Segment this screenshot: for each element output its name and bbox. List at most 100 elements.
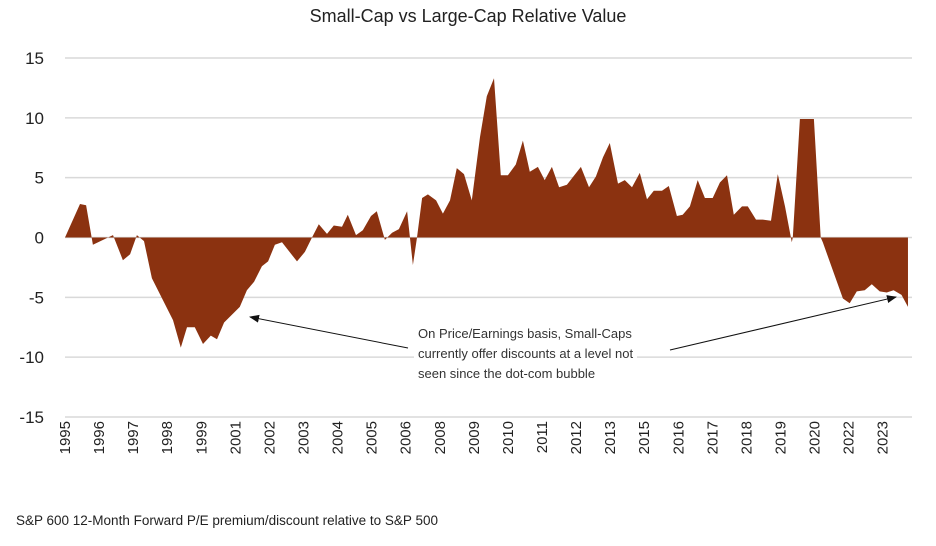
data-point xyxy=(426,193,429,196)
data-point xyxy=(281,241,284,244)
y-tick-label: 15 xyxy=(25,49,44,68)
data-point xyxy=(354,234,357,237)
x-tick-label: 2006 xyxy=(398,421,415,454)
x-tick-label: 2004 xyxy=(330,421,347,454)
data-point xyxy=(870,283,873,286)
y-tick-label: 10 xyxy=(25,109,44,128)
data-point xyxy=(675,214,678,217)
data-point xyxy=(449,199,452,202)
data-point xyxy=(150,277,153,280)
data-point xyxy=(506,174,509,177)
data-point xyxy=(406,210,409,213)
data-point xyxy=(855,290,858,293)
data-point xyxy=(485,95,488,98)
data-point xyxy=(660,189,663,192)
data-point xyxy=(761,218,764,221)
data-point xyxy=(91,243,94,246)
data-point xyxy=(645,198,648,201)
x-tick-label: 2018 xyxy=(738,421,755,454)
data-point xyxy=(616,182,619,185)
data-point xyxy=(790,241,793,244)
data-point xyxy=(317,223,320,226)
y-tick-label: -10 xyxy=(19,348,44,367)
data-point xyxy=(267,260,270,263)
data-point xyxy=(863,289,866,292)
data-point xyxy=(411,264,414,267)
x-tick-label: 2009 xyxy=(466,421,483,454)
data-point xyxy=(179,346,182,349)
x-tick-label: 1997 xyxy=(125,421,142,454)
data-point xyxy=(64,236,67,239)
x-tick-label: 2008 xyxy=(432,421,449,454)
data-point xyxy=(383,238,386,241)
data-point xyxy=(143,240,146,243)
data-point xyxy=(892,289,895,292)
data-point xyxy=(479,135,482,138)
data-point xyxy=(821,241,824,244)
data-point xyxy=(754,218,757,221)
data-point xyxy=(718,181,721,184)
data-point xyxy=(594,175,597,178)
data-point xyxy=(536,165,539,168)
x-tick-label: 2001 xyxy=(227,421,244,454)
data-point xyxy=(193,326,196,329)
data-point xyxy=(623,179,626,182)
data-point xyxy=(652,189,655,192)
data-point xyxy=(346,213,349,216)
data-point xyxy=(341,225,344,228)
x-tick-label: 2012 xyxy=(568,421,585,454)
data-point xyxy=(543,179,546,182)
data-point xyxy=(369,214,372,217)
data-point xyxy=(492,77,495,80)
data-point xyxy=(78,202,81,205)
data-point xyxy=(667,185,670,188)
y-tick-label: 0 xyxy=(35,229,44,248)
x-tick-label: 2016 xyxy=(670,421,687,454)
data-point xyxy=(703,197,706,200)
data-point xyxy=(776,173,779,176)
area-fill xyxy=(65,78,908,348)
data-point xyxy=(732,213,735,216)
data-point xyxy=(900,293,903,296)
data-point xyxy=(470,199,473,202)
data-point xyxy=(397,228,400,231)
data-point xyxy=(303,250,306,253)
data-point xyxy=(726,174,729,177)
footnote: S&P 600 12-Month Forward P/E premium/dis… xyxy=(16,513,438,528)
y-axis-ticks: 15 10 5 0 -5 -10 -15 xyxy=(19,49,44,427)
y-tick-label: -15 xyxy=(19,408,44,427)
data-point xyxy=(332,224,335,227)
data-point xyxy=(201,343,204,346)
data-point xyxy=(311,236,314,239)
data-point xyxy=(769,219,772,222)
y-tick-label: -5 xyxy=(29,288,44,307)
data-point xyxy=(819,236,822,239)
data-point xyxy=(906,305,909,308)
area-series xyxy=(64,77,909,349)
data-point xyxy=(579,165,582,168)
data-point xyxy=(848,302,851,305)
data-point xyxy=(296,260,299,263)
x-tick-label: 2003 xyxy=(296,421,313,454)
data-point xyxy=(260,265,263,268)
x-tick-label: 1996 xyxy=(91,421,108,454)
x-tick-label: 2020 xyxy=(807,421,824,454)
data-point xyxy=(499,174,502,177)
data-point xyxy=(215,338,218,341)
annotation-line: seen since the dot-com bubble xyxy=(418,366,596,381)
data-point xyxy=(565,183,568,186)
y-tick-label: 5 xyxy=(35,169,44,188)
data-point xyxy=(602,156,605,159)
data-point xyxy=(521,139,524,142)
data-point xyxy=(253,280,256,283)
chart-title: Small-Cap vs Large-Cap Relative Value xyxy=(309,6,627,26)
x-tick-label: 2013 xyxy=(602,421,619,454)
data-point xyxy=(630,186,633,189)
data-point xyxy=(421,197,424,200)
data-point xyxy=(741,205,744,208)
data-point xyxy=(185,326,188,329)
data-point xyxy=(711,197,714,200)
data-point xyxy=(326,232,329,235)
data-point xyxy=(375,210,378,213)
annotation-arrow-right xyxy=(669,295,897,351)
